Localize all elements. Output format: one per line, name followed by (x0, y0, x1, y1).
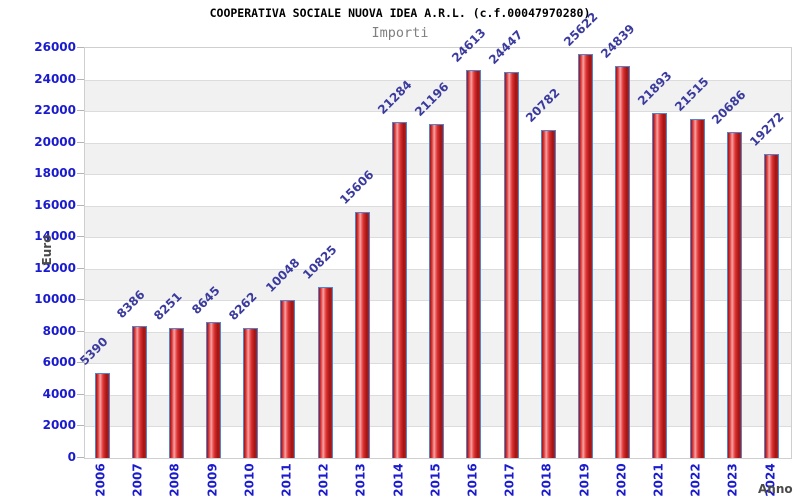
bar (540, 130, 556, 458)
y-tick-mark (77, 173, 84, 175)
y-tick-label: 22000 (34, 103, 76, 118)
bar (354, 211, 370, 458)
x-tick-label: 2011 (279, 463, 294, 497)
x-tick-label: 2017 (502, 463, 517, 497)
x-axis-title: Anno (758, 482, 793, 496)
y-tick-label: 2000 (42, 418, 76, 433)
y-tick-label: 20000 (34, 134, 76, 149)
bar (726, 131, 742, 458)
y-tick-mark (77, 236, 84, 238)
x-tick-label: 2012 (316, 463, 331, 497)
bar (131, 325, 147, 458)
x-tick-label: 2010 (242, 463, 257, 497)
x-tick-label: 2022 (688, 463, 703, 497)
y-tick-mark (77, 78, 84, 80)
y-tick-label: 0 (67, 450, 76, 464)
y-tick-mark (77, 457, 84, 458)
x-tick-label: 2009 (205, 463, 220, 497)
x-tick-label: 2023 (725, 463, 740, 497)
plot-area: 5390 8386 8251 8645 8262 10048 10825 15606 21284… (77, 10, 792, 459)
x-tick-label: 2019 (577, 463, 592, 497)
y-tick-mark (77, 393, 84, 395)
bar (280, 299, 296, 458)
bar (429, 123, 445, 458)
y-tick-label: 12000 (34, 260, 76, 275)
chart-title: COOPERATIVA SOCIALE NUOVA IDEA A.R.L. (c… (209, 6, 591, 20)
bar (243, 327, 259, 458)
gridline (85, 79, 791, 81)
x-tick-label: 2014 (391, 463, 406, 497)
bar (392, 122, 408, 458)
x-tick-label: 2018 (539, 463, 554, 497)
x-tick-label: 2021 (651, 463, 666, 497)
bar (168, 327, 184, 458)
y-tick-mark (77, 425, 84, 427)
bar (503, 72, 519, 458)
y-tick-label: 8000 (42, 323, 76, 338)
bar (578, 53, 594, 458)
y-tick-label: 18000 (34, 166, 76, 181)
bar (764, 154, 779, 458)
y-tick-label: 4000 (42, 386, 76, 401)
grid-band (85, 48, 791, 80)
y-tick-label: 10000 (34, 292, 76, 307)
chart-subtitle: Importi (371, 25, 429, 41)
y-tick-label: 14000 (34, 229, 76, 244)
x-tick-label: 2008 (167, 463, 182, 497)
gridline (85, 111, 791, 113)
bar (615, 66, 631, 458)
grid-band (85, 79, 791, 112)
y-tick-mark (77, 47, 84, 48)
bar (466, 69, 482, 458)
y-tick-mark (77, 267, 84, 269)
x-tick-label: 2016 (465, 463, 480, 497)
y-tick-label: 26000 (34, 40, 76, 54)
bar (206, 321, 222, 458)
x-tick-label: 2013 (353, 463, 368, 497)
bar (689, 118, 705, 458)
y-tick-label: 6000 (42, 355, 76, 370)
x-tick-label: 2015 (428, 463, 443, 497)
x-tick-label: 2006 (93, 463, 108, 497)
y-tick-mark (77, 330, 84, 332)
y-tick-mark (77, 362, 84, 364)
y-tick-label: 16000 (34, 197, 76, 212)
y-axis-title: Euro (40, 234, 54, 266)
x-tick-label: 2007 (130, 463, 145, 497)
y-tick-mark (77, 141, 84, 143)
x-tick-label: 2020 (614, 463, 629, 497)
bar (652, 112, 668, 458)
y-tick-mark (77, 299, 84, 301)
bar (94, 373, 110, 458)
y-tick-mark (77, 110, 84, 112)
y-tick-mark (77, 204, 84, 206)
bar (317, 287, 333, 458)
y-tick-label: 24000 (34, 71, 76, 86)
